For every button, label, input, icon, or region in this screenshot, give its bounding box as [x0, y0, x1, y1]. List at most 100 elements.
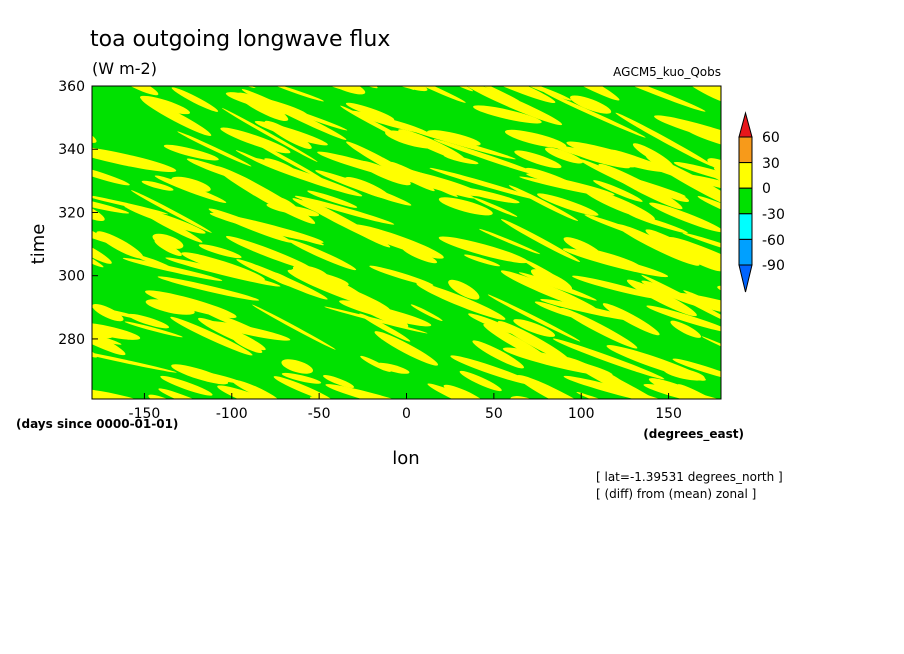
positive-anomaly-band: [269, 195, 298, 214]
positive-anomaly-band: [374, 331, 439, 366]
positive-anomaly-band: [198, 317, 266, 351]
positive-anomaly-band: [728, 371, 763, 389]
annotation-diff: [ (diff) from (mean) zonal ]: [596, 487, 756, 501]
colorbar-label-neg90: -90: [762, 258, 785, 274]
positive-anomaly-band: [369, 265, 434, 286]
positive-anomaly-band: [221, 107, 318, 162]
positive-anomaly-band: [385, 130, 436, 149]
chart-title: toa outgoing longwave flux: [90, 27, 390, 52]
y-tick-label: 340: [58, 142, 85, 158]
positive-anomaly-band: [345, 102, 395, 121]
positive-anomaly-band: [606, 345, 706, 381]
positive-anomaly-band: [145, 299, 195, 315]
y-axis-ticks: 280 300 320 340 360: [58, 79, 98, 348]
positive-anomaly-band: [560, 307, 638, 349]
dataset-label: AGCM5_kuo_Qobs: [613, 65, 721, 79]
x-tick-label: 150: [655, 406, 682, 422]
positive-anomaly-band: [157, 276, 260, 301]
colorbar-label-neg60: -60: [762, 233, 785, 249]
positive-anomaly-band: [326, 277, 366, 300]
positive-anomaly-band: [158, 388, 217, 399]
colorbar-bin-neg90-neg60: [738, 238, 753, 266]
positive-anomaly-band: [339, 300, 432, 327]
positive-anomaly-band: [593, 180, 643, 202]
positive-anomaly-band: [281, 372, 322, 384]
positive-anomaly-band: [92, 145, 177, 173]
positive-anomaly-band: [252, 304, 336, 350]
positive-anomaly-band: [448, 279, 480, 300]
positive-anomaly-band: [404, 127, 516, 160]
positive-anomaly-band: [616, 224, 700, 266]
positive-anomaly-band: [288, 239, 357, 271]
positive-anomaly-band: [200, 309, 265, 336]
positive-anomaly-band: [272, 86, 324, 102]
positive-anomaly-band: [171, 176, 211, 192]
positive-anomaly-band: [626, 279, 697, 317]
positive-anomaly-band: [615, 112, 715, 167]
positive-anomaly-band: [455, 86, 556, 104]
positive-anomaly-band: [171, 87, 219, 112]
positive-anomaly-band: [472, 340, 524, 369]
positive-anomaly-band: [438, 197, 493, 216]
positive-anomaly-band: [649, 202, 721, 233]
positive-anomaly-band: [346, 141, 435, 192]
positive-anomaly-band: [668, 389, 721, 399]
positive-anomaly-band: [236, 259, 328, 300]
colorbar-label-60: 60: [762, 130, 780, 146]
positive-anomaly-band: [92, 189, 130, 214]
positive-anomaly-band: [323, 374, 355, 389]
positive-anomaly-band: [416, 282, 506, 320]
positive-anomaly-band: [616, 174, 686, 197]
positive-anomaly-band: [92, 194, 169, 215]
positive-anomaly-band: [602, 303, 660, 336]
positive-anomaly-band: [552, 338, 665, 380]
positive-anomaly-band: [139, 209, 203, 243]
x-axis-label: lon: [392, 448, 419, 469]
x-axis-units: (degrees_east): [643, 427, 744, 442]
positive-anomaly-band: [544, 147, 584, 164]
positive-anomaly-band: [697, 196, 721, 226]
colorbar-label-30: 30: [762, 156, 780, 172]
positive-anomaly-band: [683, 86, 721, 106]
positive-anomaly-band: [92, 216, 104, 268]
positive-anomaly-band: [274, 227, 324, 246]
x-tick-label: 0: [402, 406, 411, 422]
positive-anomaly-band: [678, 173, 721, 196]
positive-anomaly-band: [92, 306, 155, 322]
positive-anomaly-band: [443, 154, 479, 165]
positive-anomaly-band: [232, 379, 279, 399]
positive-anomaly-band: [487, 294, 581, 342]
positive-anomaly-band: [427, 130, 481, 146]
positive-anomaly-band: [92, 198, 105, 222]
positive-anomaly-band: [433, 139, 544, 177]
positive-anomaly-band: [438, 236, 529, 264]
positive-anomaly-band: [317, 151, 426, 184]
positive-anomaly-band: [508, 185, 579, 221]
positive-anomaly-band: [92, 317, 126, 356]
x-tick-label: -100: [216, 406, 248, 422]
y-tick-label: 320: [58, 205, 85, 221]
positive-anomaly-band: [177, 131, 252, 167]
colorbar-bottom-arrow: [738, 264, 753, 293]
positive-anomaly-band: [682, 232, 721, 261]
positive-anomaly-band: [461, 86, 563, 126]
positive-anomaly-band: [572, 275, 660, 299]
positive-anomaly-band: [654, 115, 721, 148]
colorbar-bin-0-30: [738, 162, 753, 189]
y-axis-units: (days since 0000-01-01): [16, 417, 178, 431]
positive-anomaly-band: [578, 158, 676, 204]
positive-anomaly-band: [124, 321, 183, 338]
positive-anomaly-band: [273, 376, 334, 399]
positive-anomaly-band: [537, 193, 599, 216]
positive-anomaly-band: [323, 86, 366, 95]
positive-anomaly-band: [707, 158, 721, 179]
positive-anomaly-band: [141, 180, 174, 191]
positive-anomaly-band: [451, 86, 520, 102]
positive-anomaly-band: [513, 319, 556, 337]
positive-anomaly-band: [315, 170, 412, 206]
positive-anomaly-band: [562, 248, 669, 278]
colorbar: 60 30 0 -30 -60 -90: [738, 111, 785, 293]
positive-anomaly-band: [292, 265, 328, 280]
positive-anomaly-band: [92, 319, 113, 339]
x-tick-label: -150: [129, 406, 161, 422]
